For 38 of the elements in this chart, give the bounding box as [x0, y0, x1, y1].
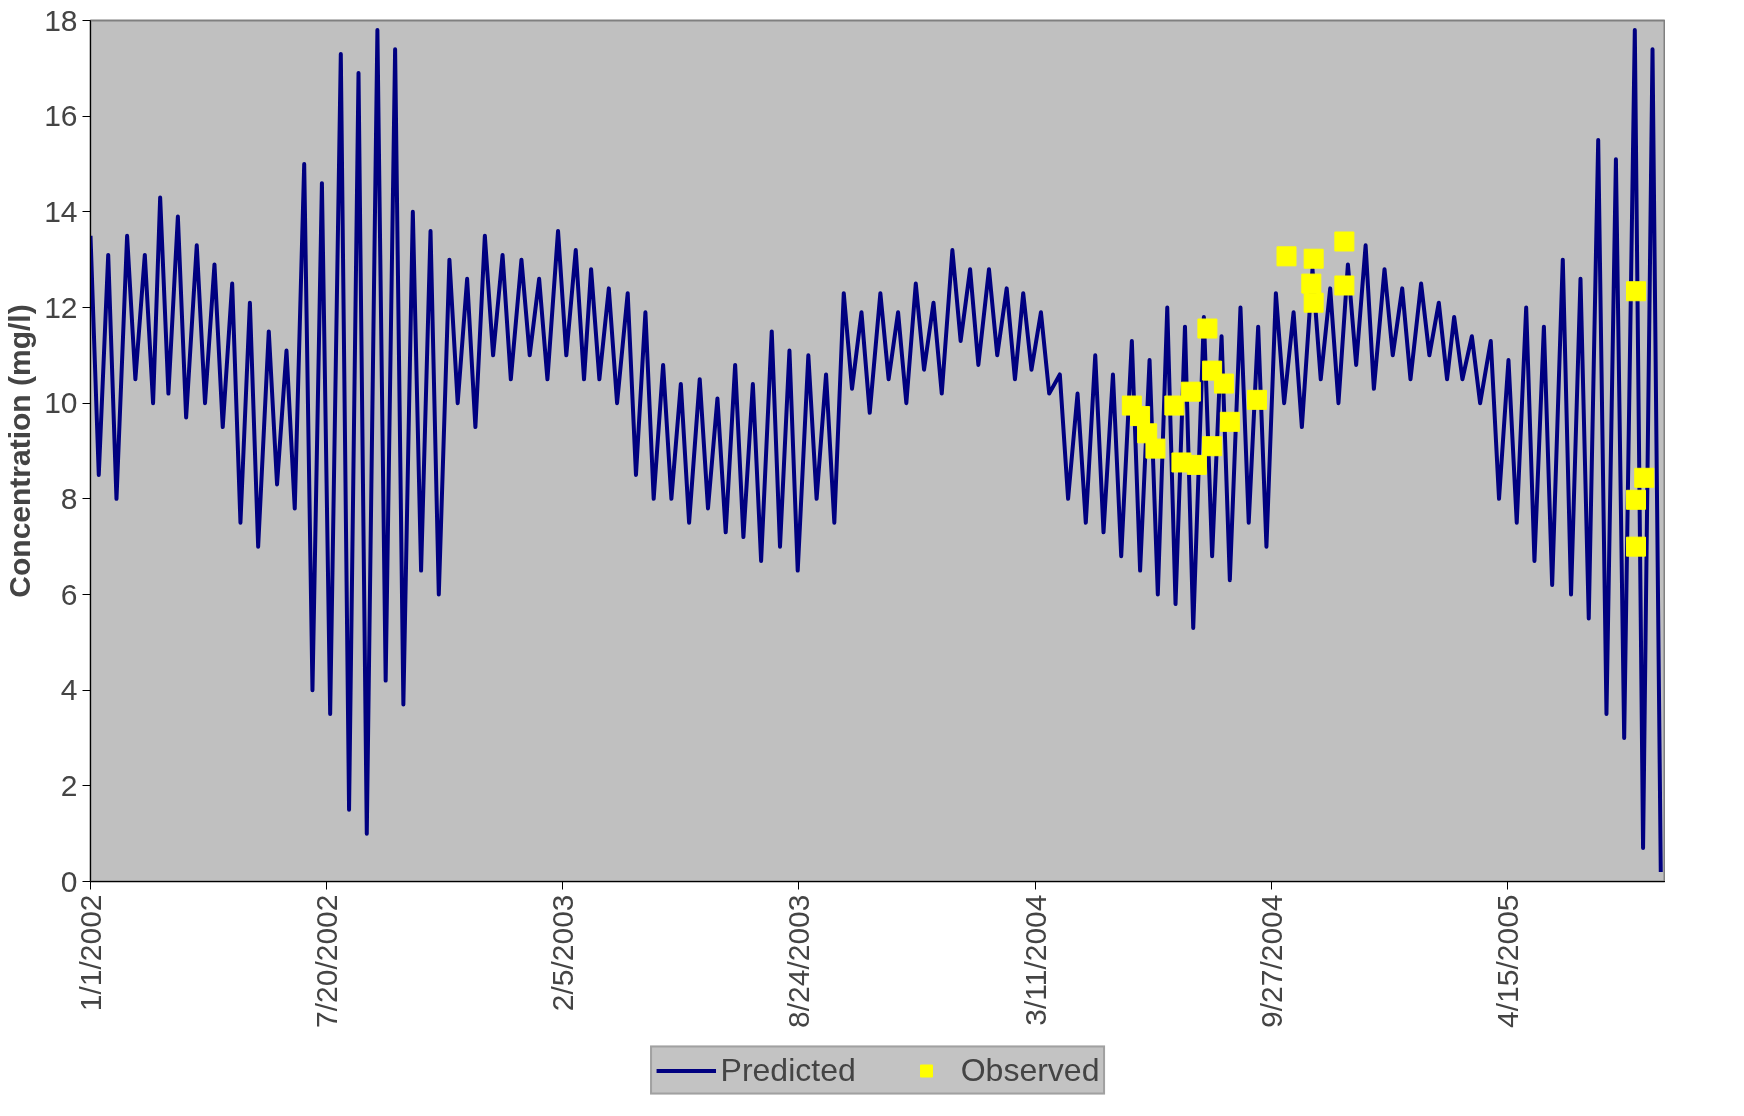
y-tick-label: 16 — [44, 99, 78, 133]
point — [1301, 273, 1322, 294]
x-tick-label: 8/24/2003 — [782, 894, 816, 1028]
point — [1180, 381, 1201, 402]
y-tick-label: 18 — [44, 3, 78, 37]
point — [1186, 454, 1207, 475]
point — [1303, 248, 1324, 269]
x-tick-label: 2/5/2003 — [546, 894, 580, 1012]
point — [1145, 438, 1166, 459]
point — [1164, 395, 1185, 416]
legend-label: Observed — [960, 1051, 1100, 1089]
point — [1334, 275, 1355, 296]
point — [1219, 411, 1240, 432]
point — [1276, 246, 1297, 267]
y-tick-label: 10 — [44, 386, 78, 420]
y-tick-label: 12 — [44, 290, 78, 324]
x-tick-label: 9/27/2004 — [1254, 894, 1288, 1028]
point — [1625, 281, 1646, 302]
legend-label: Predicted — [720, 1051, 856, 1089]
point — [1246, 389, 1267, 410]
point — [1197, 318, 1218, 339]
y-tick-label: 6 — [60, 577, 78, 611]
line-series — [90, 28, 1663, 874]
point — [1202, 436, 1223, 457]
point — [1213, 373, 1234, 394]
y-tick-label: 8 — [60, 481, 78, 515]
point — [1625, 536, 1646, 557]
x-tick-label: 4/15/2005 — [1490, 894, 1524, 1028]
y-tick-label: 2 — [60, 768, 78, 802]
x-tick-label: 3/11/2004 — [1018, 894, 1052, 1026]
y-tick-label: 4 — [60, 673, 78, 707]
y-tick-label: 14 — [44, 194, 78, 228]
point — [1634, 467, 1655, 488]
point — [1334, 231, 1355, 252]
y-axis-title: Concentration (mg/l) — [3, 304, 37, 598]
x-tick-label: 7/20/2002 — [310, 894, 344, 1028]
point — [1625, 489, 1646, 510]
point — [1303, 292, 1324, 313]
